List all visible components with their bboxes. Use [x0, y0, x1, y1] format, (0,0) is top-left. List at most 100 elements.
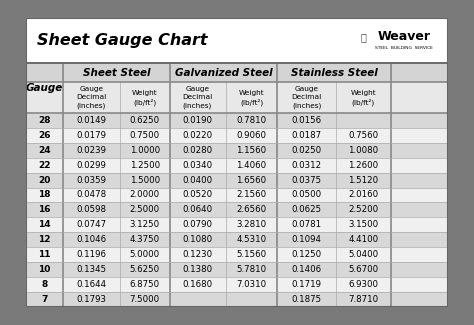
- Text: 🚛: 🚛: [361, 32, 366, 42]
- Text: 0.0478: 0.0478: [76, 190, 107, 200]
- Text: 0.1046: 0.1046: [76, 235, 107, 244]
- Text: 0.7500: 0.7500: [129, 131, 160, 140]
- Bar: [26, 217, 448, 232]
- Text: 0.0239: 0.0239: [76, 146, 107, 155]
- Text: 5.6700: 5.6700: [348, 265, 378, 274]
- Text: 7.0310: 7.0310: [237, 280, 266, 289]
- Text: 0.0747: 0.0747: [76, 220, 107, 229]
- Text: Weight
(lb/ft²): Weight (lb/ft²): [350, 90, 376, 106]
- Text: 0.1719: 0.1719: [292, 280, 321, 289]
- Text: 28: 28: [38, 116, 51, 125]
- Text: 3.2810: 3.2810: [237, 220, 266, 229]
- Text: 7.5000: 7.5000: [129, 295, 160, 304]
- Text: 0.0156: 0.0156: [292, 116, 322, 125]
- Text: 1.0080: 1.0080: [348, 146, 378, 155]
- Text: Weight
(lb/ft²): Weight (lb/ft²): [239, 90, 264, 106]
- Text: 0.0179: 0.0179: [76, 131, 107, 140]
- Text: 0.1250: 0.1250: [292, 250, 322, 259]
- Text: 7.8710: 7.8710: [348, 295, 378, 304]
- Text: 0.0299: 0.0299: [76, 161, 106, 170]
- Text: 0.0400: 0.0400: [182, 176, 213, 185]
- Bar: [26, 277, 448, 292]
- Text: Weaver: Weaver: [377, 30, 430, 43]
- Text: 5.0400: 5.0400: [348, 250, 378, 259]
- Text: 10: 10: [38, 265, 51, 274]
- Text: 20: 20: [38, 176, 51, 185]
- Bar: [26, 262, 448, 277]
- Text: 0.0149: 0.0149: [76, 116, 107, 125]
- Text: 11: 11: [38, 250, 51, 259]
- Text: 1.2500: 1.2500: [129, 161, 160, 170]
- Text: 0.9060: 0.9060: [237, 131, 266, 140]
- Text: 0.1345: 0.1345: [76, 265, 107, 274]
- Text: 7: 7: [41, 295, 48, 304]
- Text: 0.7560: 0.7560: [348, 131, 378, 140]
- Bar: [26, 82, 448, 113]
- Text: 6.8750: 6.8750: [129, 280, 160, 289]
- Text: 0.0500: 0.0500: [292, 190, 322, 200]
- Text: 16: 16: [38, 205, 51, 214]
- Text: Sheet Steel: Sheet Steel: [82, 68, 150, 78]
- Text: STEEL  BUILDING  SERVICE: STEEL BUILDING SERVICE: [375, 46, 433, 49]
- Text: 26: 26: [38, 131, 51, 140]
- Text: Weight
(lb/ft²): Weight (lb/ft²): [132, 90, 157, 106]
- Text: 1.5120: 1.5120: [348, 176, 378, 185]
- Text: 5.6250: 5.6250: [129, 265, 160, 274]
- Text: Gauge
Decimal
(inches): Gauge Decimal (inches): [76, 86, 107, 109]
- Text: 0.1680: 0.1680: [182, 280, 213, 289]
- Text: 1.1560: 1.1560: [237, 146, 266, 155]
- Bar: [26, 247, 448, 262]
- Text: 14: 14: [38, 220, 51, 229]
- Text: 2.5200: 2.5200: [348, 205, 378, 214]
- Text: 8: 8: [42, 280, 48, 289]
- Text: 0.1875: 0.1875: [292, 295, 322, 304]
- Text: 0.1094: 0.1094: [292, 235, 321, 244]
- Text: Galvanized Steel: Galvanized Steel: [175, 68, 272, 78]
- Text: 0.1406: 0.1406: [292, 265, 322, 274]
- Text: 0.0790: 0.0790: [182, 220, 212, 229]
- Text: 0.1644: 0.1644: [76, 280, 107, 289]
- Text: 0.0312: 0.0312: [292, 161, 322, 170]
- Text: 24: 24: [38, 146, 51, 155]
- Text: Gauge: Gauge: [26, 83, 63, 93]
- Text: 5.0000: 5.0000: [129, 250, 160, 259]
- Text: 5.7810: 5.7810: [237, 265, 266, 274]
- Text: 0.1380: 0.1380: [182, 265, 213, 274]
- Text: 0.0340: 0.0340: [182, 161, 213, 170]
- Text: Gauge
Decimal
(inches): Gauge Decimal (inches): [182, 86, 213, 109]
- Text: 0.0781: 0.0781: [292, 220, 322, 229]
- Text: 4.3750: 4.3750: [129, 235, 160, 244]
- Text: 0.0220: 0.0220: [182, 131, 213, 140]
- Bar: [26, 202, 448, 217]
- Text: 2.0000: 2.0000: [129, 190, 160, 200]
- Bar: [26, 63, 448, 82]
- Text: 18: 18: [38, 190, 51, 200]
- Text: 1.4060: 1.4060: [237, 161, 266, 170]
- Text: 0.1230: 0.1230: [182, 250, 213, 259]
- Text: 0.0640: 0.0640: [182, 205, 213, 214]
- Bar: [26, 173, 448, 188]
- Text: 1.6560: 1.6560: [237, 176, 266, 185]
- Text: Sheet Gauge Chart: Sheet Gauge Chart: [36, 33, 207, 48]
- Text: 0.0625: 0.0625: [292, 205, 322, 214]
- Text: 0.0250: 0.0250: [292, 146, 322, 155]
- Text: 3.1500: 3.1500: [348, 220, 378, 229]
- Text: Stainless Steel: Stainless Steel: [291, 68, 377, 78]
- Bar: [26, 128, 448, 143]
- Bar: [26, 18, 448, 63]
- Text: 2.6560: 2.6560: [237, 205, 266, 214]
- Text: 0.0359: 0.0359: [76, 176, 107, 185]
- Text: Gauge
Decimal
(inches): Gauge Decimal (inches): [292, 86, 322, 109]
- Text: 4.4100: 4.4100: [348, 235, 378, 244]
- Bar: [26, 143, 448, 158]
- Bar: [26, 292, 448, 307]
- Text: 2.1560: 2.1560: [237, 190, 266, 200]
- Text: 0.0187: 0.0187: [292, 131, 322, 140]
- Text: 1.0000: 1.0000: [129, 146, 160, 155]
- Bar: [26, 18, 448, 63]
- Text: 1.5000: 1.5000: [129, 176, 160, 185]
- Text: 1.2600: 1.2600: [348, 161, 378, 170]
- Bar: [26, 113, 448, 128]
- Text: 0.1080: 0.1080: [182, 235, 213, 244]
- Text: 0.0375: 0.0375: [292, 176, 322, 185]
